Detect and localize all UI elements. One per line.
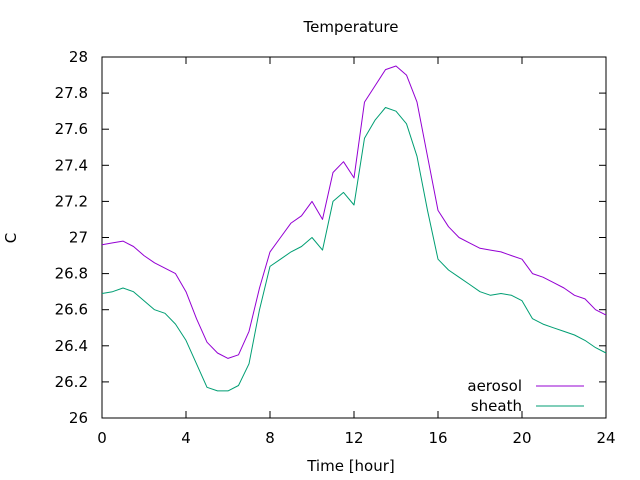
legend: aerosol sheath xyxy=(467,377,584,415)
y-tick-label: 27.4 xyxy=(55,156,88,174)
legend-label-sheath: sheath xyxy=(471,397,522,415)
y-tick-label: 27.2 xyxy=(55,192,88,210)
y-tick-label: 26.4 xyxy=(55,337,88,355)
y-tick-label: 28 xyxy=(69,48,88,66)
y-tick-label: 26.2 xyxy=(55,373,88,391)
y-tick-label: 27.6 xyxy=(55,120,88,138)
x-tick-label: 0 xyxy=(97,429,107,447)
y-tick-label: 26.6 xyxy=(55,301,88,319)
y-axis-label: C xyxy=(2,233,20,243)
x-tick-label: 8 xyxy=(265,429,275,447)
x-tick-label: 4 xyxy=(181,429,191,447)
x-tick-label: 12 xyxy=(344,429,363,447)
series-line-aerosol xyxy=(101,65,607,359)
series-line-sheath xyxy=(101,107,607,392)
ticks-layer: 26 26.2 26.4 26.6 26.8 27 27.2 27.4 27.6 27.8 28 0 4… xyxy=(55,48,616,447)
series-layer xyxy=(101,65,607,392)
y-tick-label: 26 xyxy=(69,409,88,427)
plot-border xyxy=(101,56,607,419)
x-tick-label: 20 xyxy=(512,429,531,447)
legend-label-aerosol: aerosol xyxy=(467,377,522,395)
plot-frame xyxy=(101,56,607,419)
x-tick-label: 16 xyxy=(428,429,447,447)
y-tick-label: 27 xyxy=(69,229,88,247)
x-tick-label: 24 xyxy=(596,429,615,447)
chart-title: Temperature xyxy=(302,18,398,36)
x-axis-label: Time [hour] xyxy=(306,457,395,475)
y-tick-label: 27.8 xyxy=(55,84,88,102)
y-tick-label: 26.8 xyxy=(55,265,88,283)
